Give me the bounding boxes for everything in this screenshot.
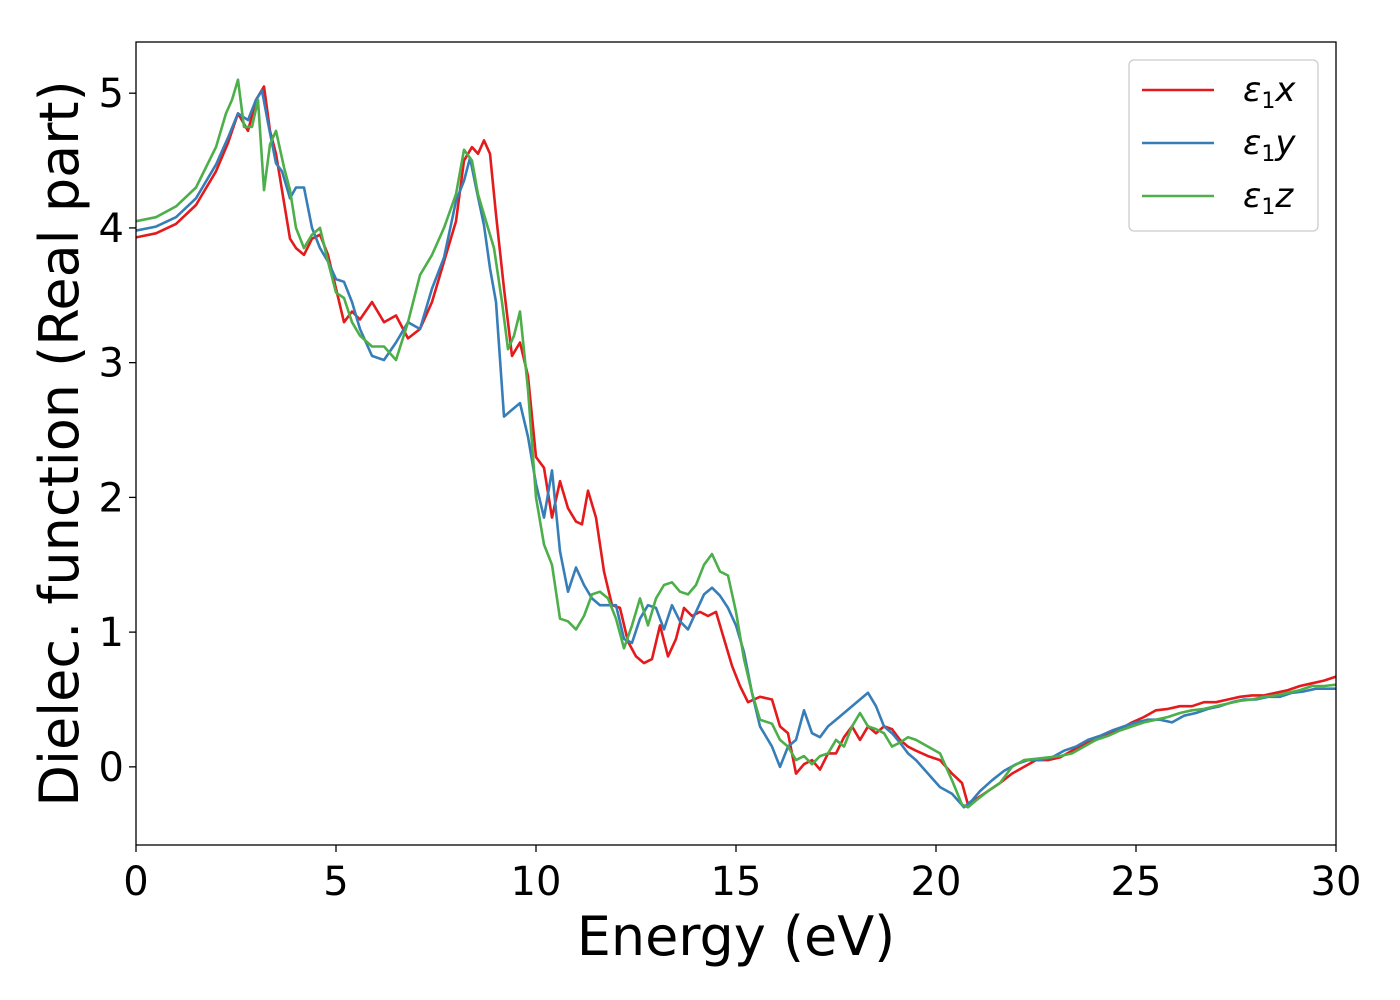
x-tick-label: 30 — [1311, 859, 1362, 905]
y-tick-label: 0 — [99, 745, 124, 791]
legend-label-y: ε1y — [1243, 123, 1296, 167]
series-layer — [136, 78, 1336, 809]
y-tick-label: 1 — [99, 610, 124, 656]
y-tick-label: 3 — [99, 341, 124, 387]
x-tick-label: 15 — [711, 859, 762, 905]
y-axis-label: Dielec. function (Real part) — [28, 80, 91, 806]
y-tick-label: 5 — [99, 71, 124, 117]
y-tick-label: 4 — [99, 206, 124, 252]
x-tick-label: 10 — [511, 859, 562, 905]
x-tick-label: 20 — [911, 859, 962, 905]
y-axis-ticks: 0 1 2 3 4 5 — [99, 71, 136, 791]
y-tick-label: 2 — [99, 475, 124, 521]
x-axis-label: Energy (eV) — [577, 905, 896, 968]
x-axis-ticks: 0 5 10 15 20 25 30 — [123, 845, 1361, 905]
series-line-z — [136, 78, 1336, 809]
legend-label-z: ε1z — [1243, 176, 1294, 220]
series-line-y — [136, 89, 1336, 809]
x-tick-label: 0 — [123, 859, 148, 905]
legend-box — [1128, 59, 1319, 232]
legend-label-x: ε1x — [1243, 70, 1296, 114]
legend: ε1x ε1y ε1z — [1128, 59, 1319, 232]
x-tick-label: 5 — [323, 859, 348, 905]
x-tick-label: 25 — [1111, 859, 1162, 905]
